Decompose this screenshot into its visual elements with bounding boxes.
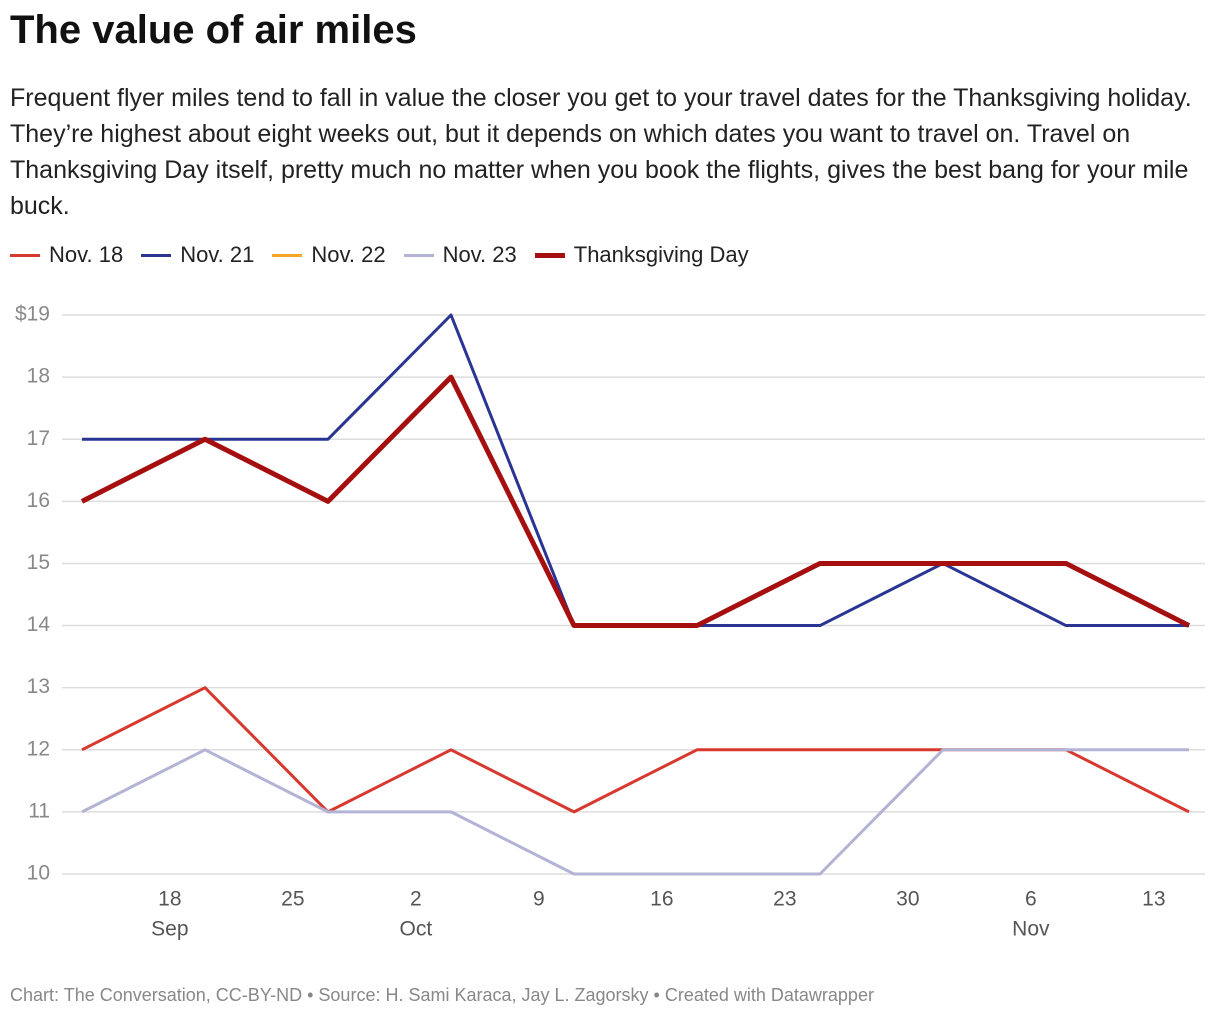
chart-title: The value of air miles	[10, 8, 417, 52]
legend-swatch	[403, 253, 434, 257]
legend-item: Nov. 21	[141, 242, 254, 268]
legend-swatch	[534, 252, 565, 258]
x-tick-label: 6	[1025, 888, 1037, 911]
legend-label: Nov. 18	[49, 242, 124, 267]
x-tick-label: 2	[410, 888, 422, 911]
legend-label: Thanksgiving Day	[573, 242, 749, 267]
x-month-label: Oct	[400, 918, 433, 941]
y-tick-label: 10	[27, 862, 50, 885]
chart-subtitle: Frequent flyer miles tend to fall in val…	[10, 84, 1192, 220]
x-tick-label: 13	[1142, 888, 1165, 911]
legend-swatch	[141, 253, 172, 257]
legend-swatch	[10, 253, 40, 257]
x-month-label: Sep	[151, 918, 188, 941]
legend-label: Nov. 23	[442, 242, 517, 267]
x-tick-label: 25	[281, 888, 304, 911]
x-month-label: Nov	[1012, 918, 1050, 941]
y-tick-label: 16	[27, 489, 50, 512]
y-tick-label: 11	[28, 799, 50, 822]
legend-item: Nov. 22	[272, 242, 386, 268]
x-tick-label: 30	[896, 888, 919, 911]
y-tick-label: 14	[27, 613, 51, 636]
legend-label: Nov. 21	[180, 242, 255, 267]
legend-label: Nov. 22	[311, 242, 386, 267]
x-tick-label: 23	[773, 888, 796, 911]
legend: Nov. 18 Nov. 21 Nov. 22 Nov. 23 Thanksgiving…	[10, 242, 749, 268]
y-tick-label: 17	[27, 427, 50, 450]
legend-swatch	[272, 253, 303, 257]
legend-item: Nov. 18	[10, 242, 123, 268]
legend-item: Nov. 23	[403, 242, 517, 268]
x-tick-label: 9	[533, 888, 545, 911]
footer: Chart: The Conversation, CC-BY-ND • Sour…	[10, 985, 874, 1005]
y-tick-label: 15	[27, 551, 50, 574]
x-tick-label: 16	[650, 888, 673, 911]
series-line	[80, 374, 1191, 629]
y-tick-label: 13	[27, 675, 50, 698]
chart: 10 11 12 13 14 15 16 17 18 $19 18 25 2 9 16 23 30 6 13 Sep O…	[15, 303, 1205, 941]
series-line	[82, 313, 1189, 628]
x-tick-label: 18	[158, 888, 181, 911]
series-line	[81, 748, 1189, 876]
y-tick-label: 12	[27, 737, 50, 760]
legend-item: Thanksgiving Day	[534, 242, 749, 268]
y-tick-label: $19	[15, 303, 50, 326]
y-tick-label: 18	[27, 365, 50, 388]
